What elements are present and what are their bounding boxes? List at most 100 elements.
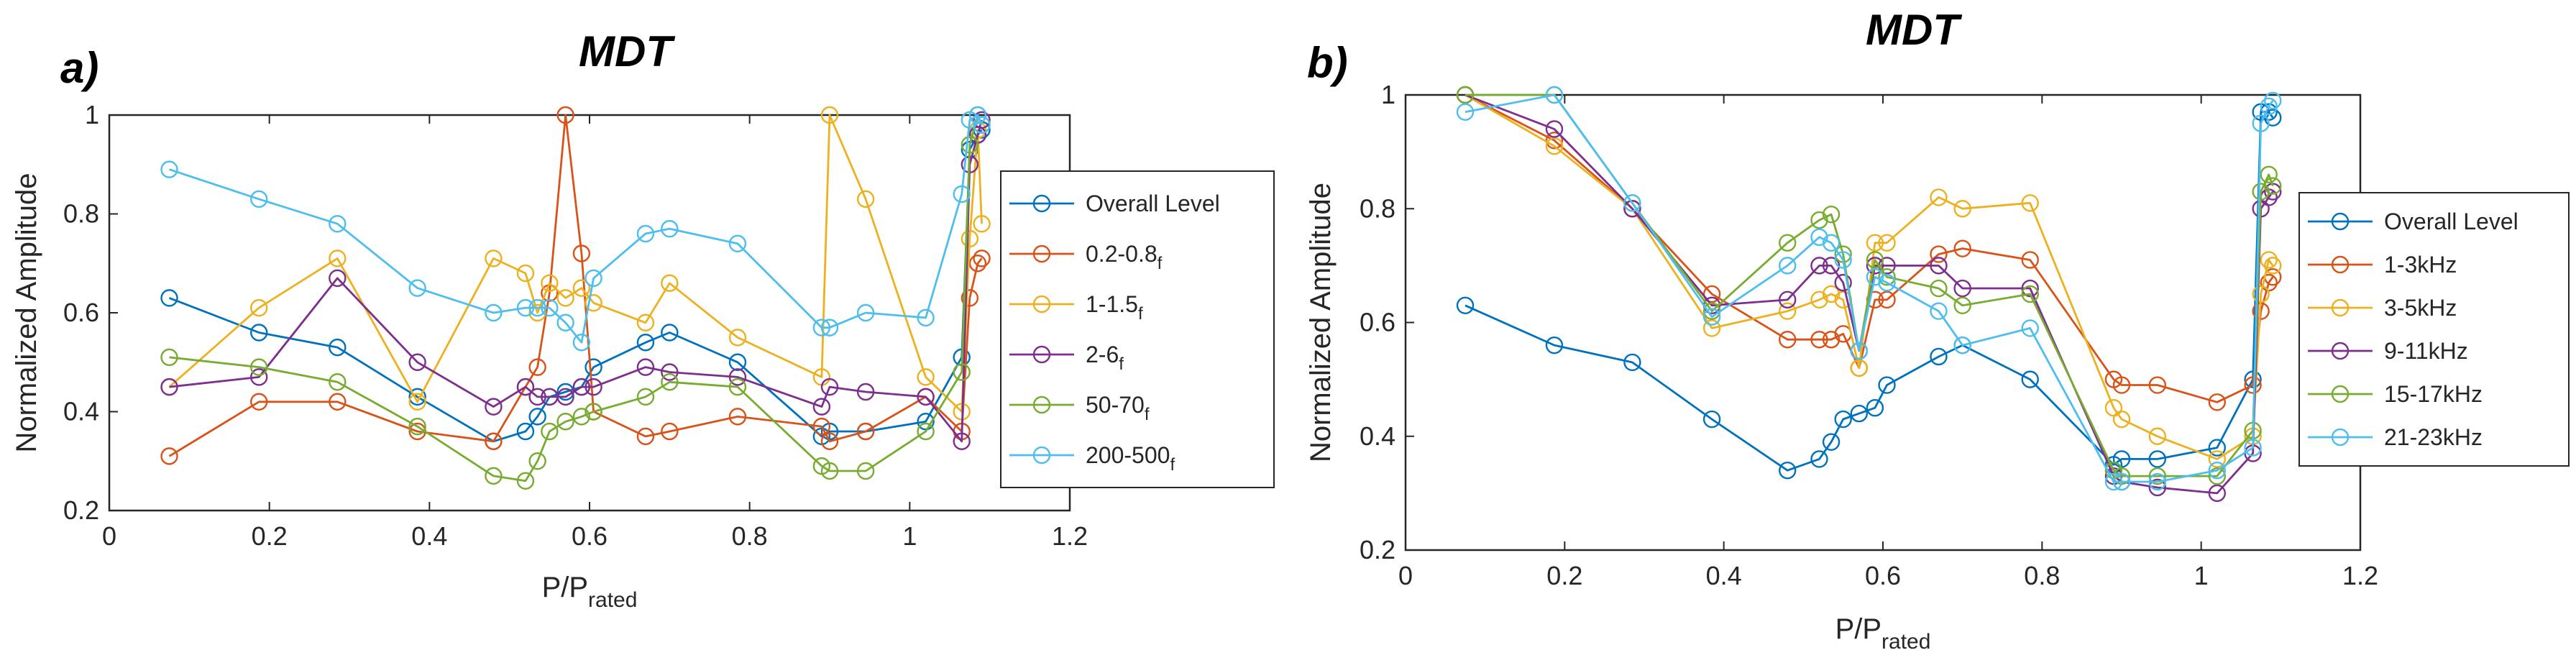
data-point — [1778, 290, 1797, 309]
data-point — [572, 279, 591, 297]
data-point — [516, 264, 535, 283]
plot-area — [1404, 93, 2362, 552]
data-point — [2208, 484, 2227, 503]
data-point — [485, 250, 503, 267]
data-point — [1930, 188, 1948, 206]
data-point — [820, 462, 839, 480]
data-point — [1850, 404, 1869, 423]
data-point — [2208, 450, 2227, 468]
data-point — [556, 106, 574, 124]
legend-label: 9-11kHz — [2384, 338, 2468, 364]
data-point — [973, 215, 991, 233]
data-point — [485, 467, 503, 485]
data-point — [249, 358, 268, 376]
data-point — [1778, 302, 1797, 320]
data-point — [1778, 234, 1797, 252]
data-point — [1834, 251, 1852, 269]
data-point — [2264, 257, 2282, 275]
data-point — [485, 432, 503, 450]
data-point — [973, 250, 991, 267]
data-point — [528, 408, 546, 426]
data-point — [820, 432, 839, 450]
data-point — [636, 358, 655, 376]
x-tick-label: 0 — [102, 521, 116, 551]
data-point — [556, 314, 574, 331]
data-point — [541, 298, 559, 317]
data-point — [728, 368, 747, 386]
x-tick-label: 0.4 — [1706, 561, 1742, 590]
data-point — [408, 279, 426, 297]
data-point — [556, 413, 574, 431]
data-point — [572, 378, 591, 396]
data-point — [1778, 257, 1797, 275]
data-point — [2260, 251, 2278, 269]
y-tick-label: 0.6 — [1360, 308, 1395, 337]
data-point — [820, 378, 839, 396]
data-point — [1545, 120, 1564, 138]
data-point — [1953, 200, 1971, 218]
data-point — [2021, 285, 2039, 303]
data-point — [2148, 427, 2167, 445]
data-point — [953, 432, 971, 450]
legend-label: 2-6f — [1086, 342, 1124, 374]
series-line-4 — [169, 114, 983, 482]
data-point — [661, 219, 679, 238]
data-point — [961, 136, 979, 154]
series-line-5 — [169, 114, 983, 344]
x-tick-label: 1 — [2194, 561, 2209, 590]
data-point — [329, 250, 347, 267]
y-axis-label: Normalized Amplitude — [11, 173, 42, 452]
data-point — [2112, 472, 2131, 491]
data-point — [1810, 331, 1828, 349]
y-tick-label: 0.4 — [63, 397, 99, 426]
legend-label: 0.2-0.8f — [1086, 241, 1163, 273]
legend-label-sub: f — [1145, 405, 1150, 424]
legend-marker — [1032, 244, 1051, 263]
data-point — [728, 329, 747, 347]
data-point — [636, 388, 655, 406]
data-point — [485, 303, 503, 322]
series-line-3 — [169, 119, 983, 443]
data-point — [2104, 472, 2123, 491]
data-point — [1834, 410, 1852, 429]
data-point — [1822, 234, 1841, 252]
data-point — [968, 106, 987, 124]
legend-label-sub: f — [1158, 254, 1163, 273]
y-tick-label: 0.4 — [1360, 421, 1395, 451]
y-tick-label: 0.8 — [63, 199, 99, 229]
data-point — [1623, 194, 1641, 212]
data-point — [2148, 376, 2167, 394]
legend-marker — [1032, 345, 1051, 364]
data-point — [1850, 359, 1869, 377]
data-point — [408, 393, 426, 411]
data-point — [2208, 393, 2227, 411]
data-point — [661, 324, 679, 342]
legend-marker — [2331, 255, 2350, 274]
data-point — [329, 215, 347, 233]
data-point — [728, 378, 747, 396]
series-line-4 — [1465, 93, 2274, 477]
data-point — [1810, 228, 1828, 247]
data-point — [408, 417, 426, 436]
data-point — [249, 190, 268, 209]
x-tick-label: 0 — [1398, 561, 1413, 590]
series-line-3 — [1465, 93, 2274, 495]
data-point — [2148, 472, 2167, 491]
data-point — [1456, 296, 1475, 314]
legend-label: 1-3kHz — [2384, 252, 2457, 278]
data-point — [636, 334, 655, 352]
data-point — [516, 422, 535, 441]
data-point — [1545, 336, 1564, 354]
data-point — [917, 388, 935, 406]
data-point — [856, 383, 875, 401]
legend-label-sub: f — [1138, 304, 1143, 324]
data-point — [856, 462, 875, 480]
data-point — [585, 294, 602, 312]
data-point — [585, 269, 602, 288]
data-point — [541, 422, 559, 441]
data-point — [572, 244, 591, 262]
legend-label-text: Overall Level — [1086, 191, 1220, 216]
x-tick-label: 0.8 — [732, 521, 768, 551]
legend-marker — [2331, 385, 2350, 403]
series-line-0 — [1465, 111, 2274, 472]
